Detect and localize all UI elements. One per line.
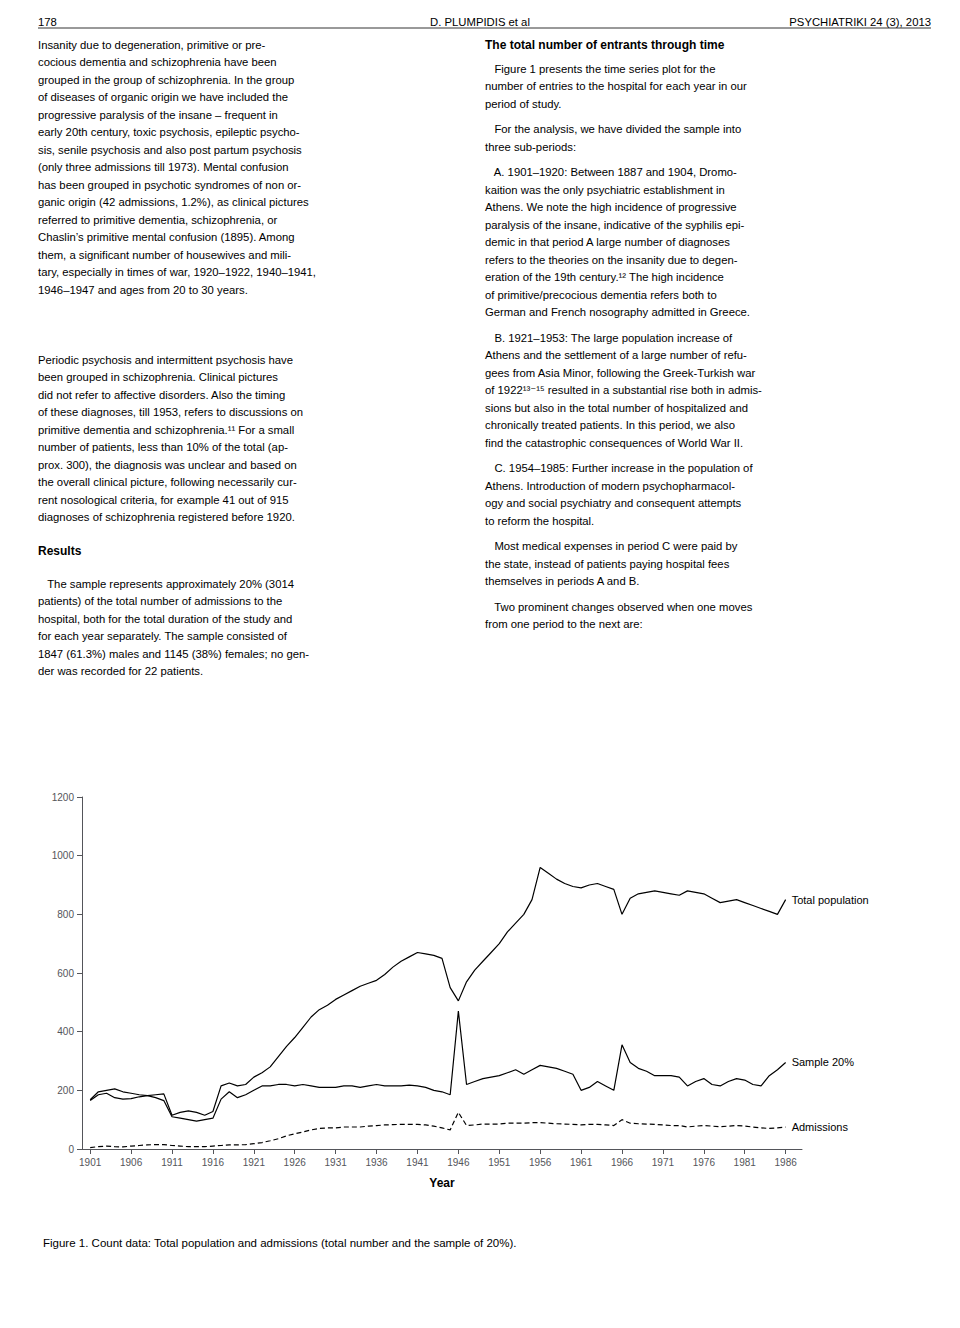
svg-text:find the catastrophic conseque: find the catastrophic consequences of Wo… [485,437,743,449]
svg-text:1921: 1921 [243,1157,266,1168]
svg-text:prox. 300), the diagnosis was: prox. 300), the diagnosis was unclear an… [38,459,297,471]
svg-text:period of study.: period of study. [485,98,561,110]
svg-text:chronically treated patients.: chronically treated patients. In this pe… [485,419,735,431]
svg-text:For the analysis, we have divi: For the analysis, we have divided the sa… [485,123,741,135]
svg-text:Insanity due to degeneration,: Insanity due to degeneration, primitive … [38,39,266,51]
svg-text:of these diagnoses, till 1953,: of these diagnoses, till 1953, refers to… [38,406,303,418]
svg-text:themselves in periods A and B.: themselves in periods A and B. [485,575,639,587]
svg-text:been grouped in schizophrenia.: been grouped in schizophrenia. Clinical … [38,371,278,383]
svg-text:gees from Asia Minor, followin: gees from Asia Minor, following the Gree… [485,367,755,379]
svg-text:178: 178 [38,16,57,28]
svg-text:Athens and the settlement of a: Athens and the settlement of a large num… [485,349,747,361]
svg-text:three sub-periods:: three sub-periods: [485,141,576,153]
svg-text:1926: 1926 [284,1157,307,1168]
svg-text:eration of the 19th century.¹²: eration of the 19th century.¹² The high … [485,271,724,283]
svg-text:of 1922¹³⁻¹⁵ resulted in a sub: of 1922¹³⁻¹⁵ resulted in a substantial r… [485,384,762,396]
svg-text:(only three admissions till 19: (only three admissions till 1973). Menta… [38,161,289,173]
svg-text:ganic origin (42 admissions, 1: ganic origin (42 admissions, 1.2%), as c… [38,196,309,208]
svg-text:A. 1901–1920: Between 1887 and: A. 1901–1920: Between 1887 and 1904, Dro… [485,166,737,178]
svg-text:1981: 1981 [734,1157,757,1168]
svg-text:hospital, both for the total d: hospital, both for the total duration of… [38,613,292,625]
svg-text:sis, senile psychosis and also: sis, senile psychosis and also post part… [38,144,302,156]
svg-text:1931: 1931 [325,1157,348,1168]
svg-text:Athens. We note the high incid: Athens. We note the high incidence of pr… [485,201,737,213]
svg-text:PSYCHIATRIKI 24 (3), 2013: PSYCHIATRIKI 24 (3), 2013 [789,16,931,28]
svg-text:did not refer to affective dis: did not refer to affective disorders. Al… [38,389,285,401]
svg-text:1847 (61.3%) males and 1145 (3: 1847 (61.3%) males and 1145 (38%) female… [38,648,309,660]
svg-text:the state, instead of patients: the state, instead of patients paying ho… [485,558,730,570]
svg-text:of diseases of organic origin: of diseases of organic origin we have in… [38,91,288,103]
svg-text:400: 400 [57,1026,74,1037]
svg-text:ogy and social psychiatry and: ogy and social psychiatry and consequent… [485,497,742,509]
svg-text:1961: 1961 [570,1157,593,1168]
svg-text:Results: Results [38,544,82,558]
svg-text:sions but also in the total nu: sions but also in the total number of ho… [485,402,748,414]
svg-text:early 20th century, toxic psyc: early 20th century, toxic psychosis, epi… [38,126,300,138]
svg-text:Figure 1 presents the time ser: Figure 1 presents the time series plot f… [485,63,715,75]
svg-text:der was recorded for 22 patien: der was recorded for 22 patients. [38,665,203,677]
svg-text:number of patients, less than: number of patients, less than 10% of the… [38,441,288,453]
svg-text:kaition was the only psychiatr: kaition was the only psychiatric establi… [485,184,725,196]
svg-text:rent nosological criteria, for: rent nosological criteria, for example 4… [38,494,289,506]
svg-text:Total population: Total population [792,894,869,906]
svg-text:1941: 1941 [406,1157,429,1168]
svg-text:The total number of entrants t: The total number of entrants through tim… [485,38,725,52]
svg-text:Two prominent changes observed: Two prominent changes observed when one … [485,601,753,613]
svg-text:600: 600 [57,968,74,979]
svg-text:primitive dementia and schizop: primitive dementia and schizophrenia.¹¹ … [38,424,294,436]
svg-text:C. 1954–1985: Further increase: C. 1954–1985: Further increase in the po… [485,462,753,474]
svg-text:Chaslin’s primitive mental con: Chaslin’s primitive mental confusion (18… [38,231,295,243]
svg-text:paralysis of the insane, indic: paralysis of the insane, indicative of t… [485,219,745,231]
svg-text:1946–1947 and ages from 20 to: 1946–1947 and ages from 20 to 30 years. [38,284,248,296]
svg-text:diagnoses of schizophrenia reg: diagnoses of schizophrenia registered be… [38,511,295,523]
svg-text:number of entries to the hospi: number of entries to the hospital for ea… [485,80,747,92]
svg-text:1956: 1956 [529,1157,552,1168]
svg-text:1946: 1946 [447,1157,470,1168]
svg-text:0: 0 [68,1144,74,1155]
svg-text:them, a significant number of: them, a significant number of housewives… [38,249,291,261]
svg-text:1916: 1916 [202,1157,225,1168]
svg-text:cocious dementia and schizophr: cocious dementia and schizophrenia have … [38,56,277,68]
svg-text:to reform the hospital.: to reform the hospital. [485,515,594,527]
svg-text:1000: 1000 [52,850,75,861]
svg-text:1951: 1951 [488,1157,511,1168]
svg-text:refers to the theories on the: refers to the theories on the insanity d… [485,254,738,266]
svg-text:800: 800 [57,909,74,920]
svg-text:1906: 1906 [120,1157,143,1168]
svg-text:1986: 1986 [775,1157,798,1168]
svg-text:Athens. Introduction of modern: Athens. Introduction of modern psychopha… [485,480,735,492]
svg-text:Periodic psychosis and intermi: Periodic psychosis and intermittent psyc… [38,354,293,366]
svg-text:B. 1921–1953: The large popula: B. 1921–1953: The large population incre… [485,332,733,344]
svg-text:1976: 1976 [693,1157,716,1168]
svg-text:1911: 1911 [161,1157,183,1168]
svg-text:grouped in the group of schizo: grouped in the group of schizophrenia. I… [38,74,294,86]
svg-text:Admissions: Admissions [792,1121,849,1133]
svg-text:from one period to the next ar: from one period to the next are: [485,618,643,630]
svg-text:Sample 20%: Sample 20% [792,1056,855,1068]
svg-text:German and French nosography a: German and French nosography admitted in… [485,306,750,318]
svg-text:1966: 1966 [611,1157,634,1168]
svg-text:Year: Year [429,1176,455,1190]
svg-text:of primitive/precocious dement: of primitive/precocious dementia refers … [485,289,717,301]
svg-text:tary, especially in times of w: tary, especially in times of war, 1920–1… [38,266,316,278]
svg-text:Most medical expenses in perio: Most medical expenses in period C were p… [485,540,738,552]
svg-text:Figure 1. Count data: Total po: Figure 1. Count data: Total population a… [43,1237,517,1249]
svg-text:1936: 1936 [365,1157,388,1168]
svg-text:1901: 1901 [79,1157,102,1168]
svg-text:has been grouped in psychotic: has been grouped in psychotic syndromes … [38,179,301,191]
svg-text:1200: 1200 [52,792,75,803]
svg-text:for each year separately. The: for each year separately. The sample con… [38,630,288,642]
svg-text:The sample represents approxim: The sample represents approximately 20% … [38,578,294,590]
svg-text:progressive paralysis of the i: progressive paralysis of the insane – fr… [38,109,278,121]
svg-text:1971: 1971 [652,1157,675,1168]
svg-text:D. PLUMPIDIS et al: D. PLUMPIDIS et al [430,16,530,28]
svg-text:patients) of the total number: patients) of the total number of admissi… [38,595,282,607]
svg-text:the overall clinical picture,: the overall clinical picture, following … [38,476,297,488]
svg-text:referred to primitive dementia: referred to primitive dementia, schizoph… [38,214,277,226]
svg-text:demic in that period A large n: demic in that period A large number of d… [485,236,730,248]
svg-text:200: 200 [57,1085,74,1096]
